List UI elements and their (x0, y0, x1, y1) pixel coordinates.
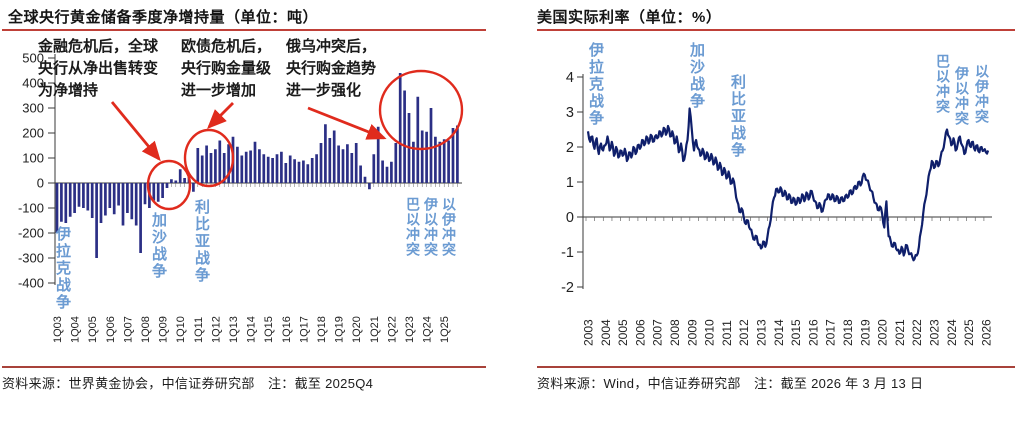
svg-text:1Q23: 1Q23 (404, 316, 416, 343)
left-war-label-iraq: 伊拉克战争 (54, 226, 71, 311)
svg-text:1: 1 (566, 175, 574, 191)
svg-text:3: 3 (566, 105, 574, 121)
right-footer-rule (537, 366, 1015, 368)
svg-text:2026: 2026 (979, 319, 993, 346)
left-source-note: 资料来源：世界黄金协会，中信证券研究部 注：截至 2025Q4 (2, 376, 374, 391)
left-annotation-euro-debt-crisis: 欧债危机后，央行购金量级进一步增加 (181, 38, 272, 99)
svg-text:2013: 2013 (755, 319, 769, 346)
right-war-label-israel-hamas: 巴以冲突 (935, 54, 951, 114)
svg-text:2019: 2019 (858, 319, 872, 346)
svg-text:500: 500 (22, 51, 44, 66)
svg-text:1Q08: 1Q08 (140, 316, 152, 343)
svg-text:2020: 2020 (876, 319, 890, 346)
right-source-note: 资料来源：Wind，中信证券研究部 注：截至 2026 年 3 月 13 日 (537, 376, 924, 391)
svg-text:1Q15: 1Q15 (263, 316, 275, 343)
right-chart-title: 美国实际利率（单位：%） (537, 9, 722, 26)
svg-text:2003: 2003 (582, 319, 596, 346)
svg-text:-300: -300 (18, 251, 44, 266)
left-title-rule (2, 29, 486, 31)
svg-text:1Q11: 1Q11 (193, 317, 205, 343)
svg-text:2016: 2016 (806, 319, 820, 346)
svg-text:1Q21: 1Q21 (369, 316, 381, 343)
svg-text:1Q14: 1Q14 (246, 316, 258, 343)
svg-text:-200: -200 (18, 226, 44, 241)
svg-text:1Q04: 1Q04 (70, 316, 82, 343)
right-title-rule (537, 29, 1015, 31)
svg-text:-1: -1 (561, 245, 574, 261)
svg-text:2010: 2010 (703, 319, 717, 346)
left-plot: 500 400 300 200 100 0 -100 -200 -300 -400 (18, 51, 462, 291)
svg-text:2021: 2021 (893, 319, 907, 346)
svg-text:1Q05: 1Q05 (87, 316, 99, 343)
svg-text:2018: 2018 (841, 319, 855, 346)
svg-text:1Q17: 1Q17 (298, 316, 310, 343)
svg-text:2012: 2012 (737, 319, 751, 346)
svg-text:1Q20: 1Q20 (351, 316, 363, 343)
svg-text:1Q25: 1Q25 (439, 316, 451, 343)
svg-text:0: 0 (566, 210, 574, 226)
svg-text:1Q16: 1Q16 (281, 316, 293, 343)
svg-text:1Q10: 1Q10 (175, 316, 187, 343)
right-x-labels: 2003 2004 2005 2006 2007 2008 2009 2010 2011 2012… (582, 319, 994, 346)
svg-text:2014: 2014 (772, 319, 786, 346)
svg-text:2025: 2025 (962, 319, 976, 346)
left-chart-title: 全球央行黄金储备季度净增持量（单位：吨） (8, 9, 319, 26)
right-line-chart: 4 3 2 1 0 -1 -2 2003 2004 2005 2006 2007 2008 2009 201… (561, 70, 994, 346)
svg-text:-400: -400 (18, 276, 44, 291)
svg-text:4: 4 (566, 70, 574, 86)
svg-text:2009: 2009 (685, 319, 699, 346)
svg-text:2024: 2024 (945, 319, 959, 346)
svg-text:2005: 2005 (616, 319, 630, 346)
svg-text:100: 100 (22, 151, 44, 166)
left-war-label-iran-israel: 伊以冲突 (423, 197, 439, 257)
left-annotation-russia-ukraine: 俄乌冲突后，央行购金趋势进一步强化 (286, 38, 377, 99)
svg-text:2011: 2011 (720, 320, 734, 346)
left-war-label-gaza: 加沙战争 (150, 212, 167, 280)
left-bars (55, 73, 459, 258)
svg-text:2006: 2006 (633, 319, 647, 346)
real-rate-line (586, 107, 990, 262)
left-war-label-libya: 利比亚战争 (193, 199, 210, 284)
svg-text:0: 0 (37, 176, 44, 191)
svg-text:1Q18: 1Q18 (316, 316, 328, 343)
right-war-label-iraq: 伊拉克战争 (587, 42, 604, 127)
svg-text:2015: 2015 (789, 319, 803, 346)
svg-text:2004: 2004 (599, 319, 613, 346)
svg-text:1Q07: 1Q07 (122, 316, 134, 343)
svg-text:2007: 2007 (651, 319, 665, 346)
svg-text:2008: 2008 (668, 319, 682, 346)
right-war-label-gaza: 加沙战争 (688, 42, 705, 110)
svg-text:1Q03: 1Q03 (52, 316, 64, 343)
svg-text:1Q06: 1Q06 (105, 316, 117, 343)
left-red-annotations (110, 69, 464, 211)
svg-text:1Q24: 1Q24 (422, 316, 434, 343)
left-footer-rule (2, 366, 486, 368)
svg-text:1Q22: 1Q22 (386, 316, 398, 343)
svg-text:1Q09: 1Q09 (158, 316, 170, 343)
svg-text:1Q19: 1Q19 (334, 316, 346, 343)
left-annotation-financial-crisis: 金融危机后，全球央行从净出售转变为净增持 (38, 38, 159, 99)
svg-text:-100: -100 (18, 201, 44, 216)
left-war-label-israel-iran: 以伊冲突 (441, 197, 457, 257)
svg-text:200: 200 (22, 126, 44, 141)
svg-text:2017: 2017 (824, 319, 838, 346)
left-bar-chart: 500 400 300 200 100 0 -100 -200 -300 -400 1Q03 1Q04… (18, 51, 464, 343)
svg-text:1Q13: 1Q13 (228, 316, 240, 343)
right-war-label-israel-iran: 以伊冲突 (974, 64, 990, 124)
svg-text:300: 300 (22, 101, 44, 116)
svg-text:-2: -2 (561, 280, 574, 296)
left-x-labels: 1Q03 1Q04 1Q05 1Q06 1Q07 1Q08 1Q09 1Q10 1Q11 1Q12… (52, 316, 451, 343)
left-war-label-israel-hamas: 巴以冲突 (405, 197, 421, 257)
svg-text:2: 2 (566, 140, 574, 156)
svg-text:2022: 2022 (910, 319, 924, 346)
right-war-label-iran-israel: 伊以冲突 (954, 66, 970, 126)
svg-text:2023: 2023 (928, 319, 942, 346)
svg-text:1Q12: 1Q12 (210, 316, 222, 343)
right-war-label-libya: 利比亚战争 (729, 74, 746, 159)
svg-text:400: 400 (22, 76, 44, 91)
